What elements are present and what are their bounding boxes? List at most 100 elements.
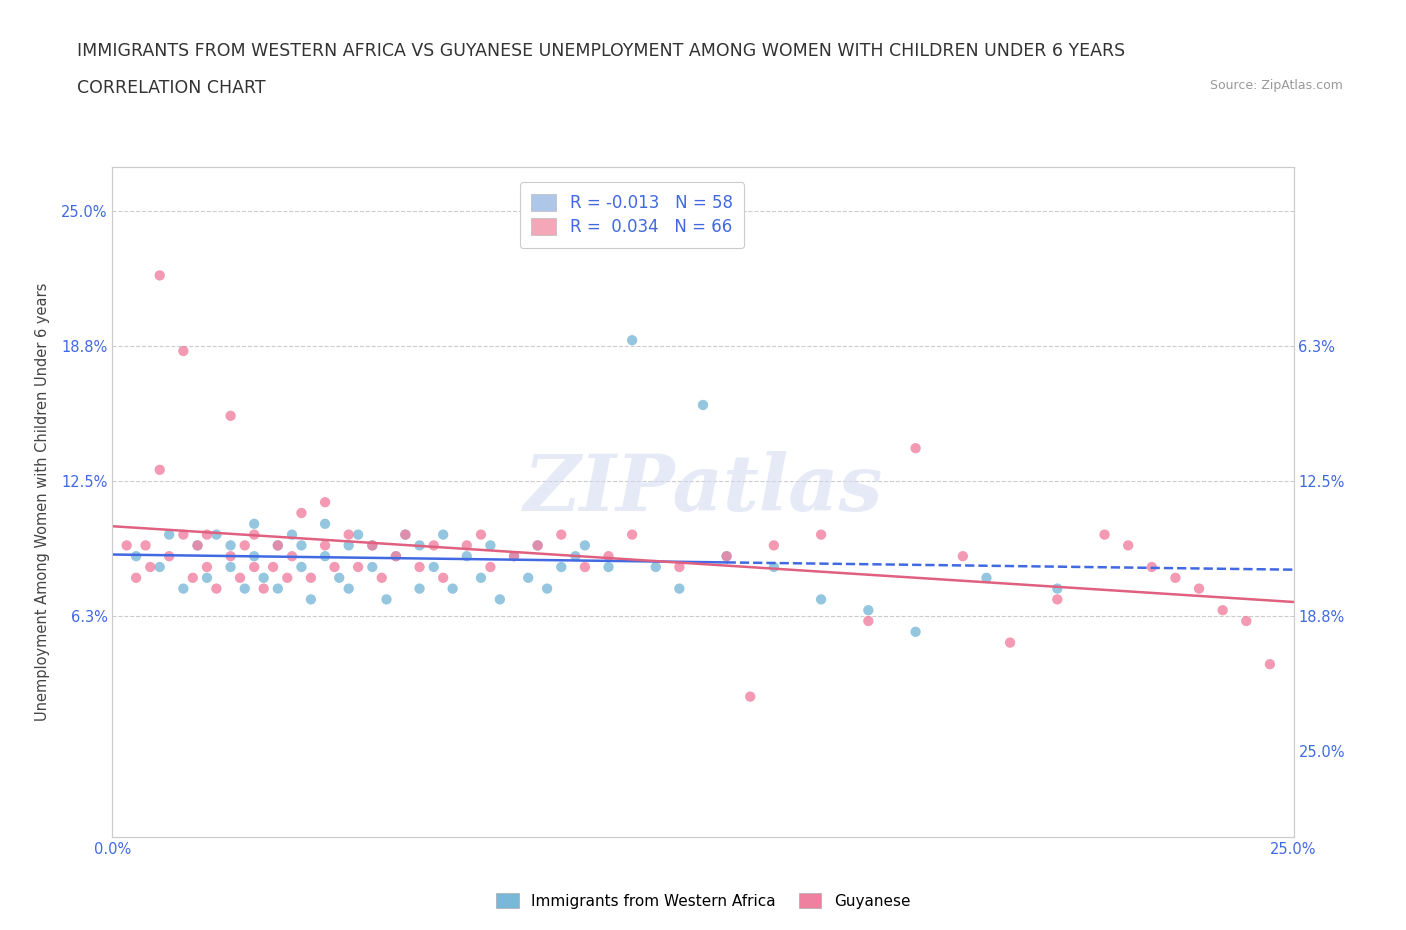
- Point: [470, 527, 492, 542]
- Point: [858, 603, 880, 618]
- Point: [574, 538, 596, 552]
- Point: [385, 549, 408, 564]
- Legend: R = -0.013   N = 58, R =  0.034   N = 66: R = -0.013 N = 58, R = 0.034 N = 66: [520, 182, 744, 248]
- Point: [149, 560, 172, 575]
- Point: [503, 549, 526, 564]
- Point: [740, 689, 762, 704]
- Point: [347, 527, 370, 542]
- Point: [394, 527, 416, 542]
- Point: [668, 560, 690, 575]
- Point: [125, 570, 148, 585]
- Point: [517, 570, 540, 585]
- Point: [375, 592, 398, 607]
- Point: [328, 570, 350, 585]
- Point: [621, 527, 644, 542]
- Point: [536, 581, 558, 596]
- Point: [456, 549, 478, 564]
- Point: [172, 343, 194, 358]
- Point: [762, 538, 785, 552]
- Point: [441, 581, 464, 596]
- Point: [479, 560, 502, 575]
- Point: [337, 538, 360, 552]
- Text: CORRELATION CHART: CORRELATION CHART: [77, 79, 266, 97]
- Point: [564, 549, 586, 564]
- Point: [314, 538, 336, 552]
- Point: [195, 570, 218, 585]
- Point: [668, 581, 690, 596]
- Point: [149, 462, 172, 477]
- Point: [394, 527, 416, 542]
- Point: [337, 581, 360, 596]
- Point: [135, 538, 157, 552]
- Point: [290, 506, 312, 521]
- Point: [361, 538, 384, 552]
- Point: [233, 538, 256, 552]
- Point: [1140, 560, 1163, 575]
- Point: [1116, 538, 1139, 552]
- Point: [1046, 592, 1069, 607]
- Point: [157, 549, 180, 564]
- Legend: Immigrants from Western Africa, Guyanese: Immigrants from Western Africa, Guyanese: [489, 886, 917, 915]
- Point: [422, 560, 444, 575]
- Point: [385, 549, 408, 564]
- Point: [952, 549, 974, 564]
- Point: [267, 538, 290, 552]
- Point: [550, 560, 572, 575]
- Point: [205, 527, 228, 542]
- Point: [149, 268, 172, 283]
- Y-axis label: Unemployment Among Women with Children Under 6 years: Unemployment Among Women with Children U…: [35, 283, 51, 722]
- Point: [1094, 527, 1116, 542]
- Point: [904, 441, 927, 456]
- Point: [243, 527, 266, 542]
- Point: [299, 570, 322, 585]
- Point: [281, 527, 304, 542]
- Point: [371, 570, 394, 585]
- Point: [243, 516, 266, 531]
- Point: [205, 581, 228, 596]
- Point: [408, 581, 430, 596]
- Point: [115, 538, 138, 552]
- Point: [186, 538, 208, 552]
- Point: [323, 560, 346, 575]
- Point: [219, 560, 242, 575]
- Point: [810, 527, 832, 542]
- Point: [574, 560, 596, 575]
- Point: [219, 408, 242, 423]
- Point: [361, 538, 384, 552]
- Point: [479, 538, 502, 552]
- Point: [550, 527, 572, 542]
- Point: [904, 624, 927, 639]
- Text: IMMIGRANTS FROM WESTERN AFRICA VS GUYANESE UNEMPLOYMENT AMONG WOMEN WITH CHILDRE: IMMIGRANTS FROM WESTERN AFRICA VS GUYANE…: [77, 42, 1125, 60]
- Point: [1188, 581, 1211, 596]
- Point: [243, 549, 266, 564]
- Text: Source: ZipAtlas.com: Source: ZipAtlas.com: [1209, 79, 1343, 92]
- Point: [281, 549, 304, 564]
- Text: ZIPatlas: ZIPatlas: [523, 450, 883, 527]
- Point: [299, 592, 322, 607]
- Point: [1258, 657, 1281, 671]
- Point: [314, 516, 336, 531]
- Point: [1164, 570, 1187, 585]
- Point: [1212, 603, 1234, 618]
- Point: [181, 570, 204, 585]
- Point: [337, 527, 360, 542]
- Point: [314, 495, 336, 510]
- Point: [621, 333, 644, 348]
- Point: [290, 560, 312, 575]
- Point: [644, 560, 666, 575]
- Point: [858, 614, 880, 629]
- Point: [598, 549, 620, 564]
- Point: [290, 538, 312, 552]
- Point: [408, 560, 430, 575]
- Point: [233, 581, 256, 596]
- Point: [489, 592, 512, 607]
- Point: [267, 581, 290, 596]
- Point: [692, 397, 714, 412]
- Point: [470, 570, 492, 585]
- Point: [276, 570, 298, 585]
- Point: [976, 570, 998, 585]
- Point: [361, 560, 384, 575]
- Point: [253, 570, 276, 585]
- Point: [1046, 581, 1069, 596]
- Point: [229, 570, 252, 585]
